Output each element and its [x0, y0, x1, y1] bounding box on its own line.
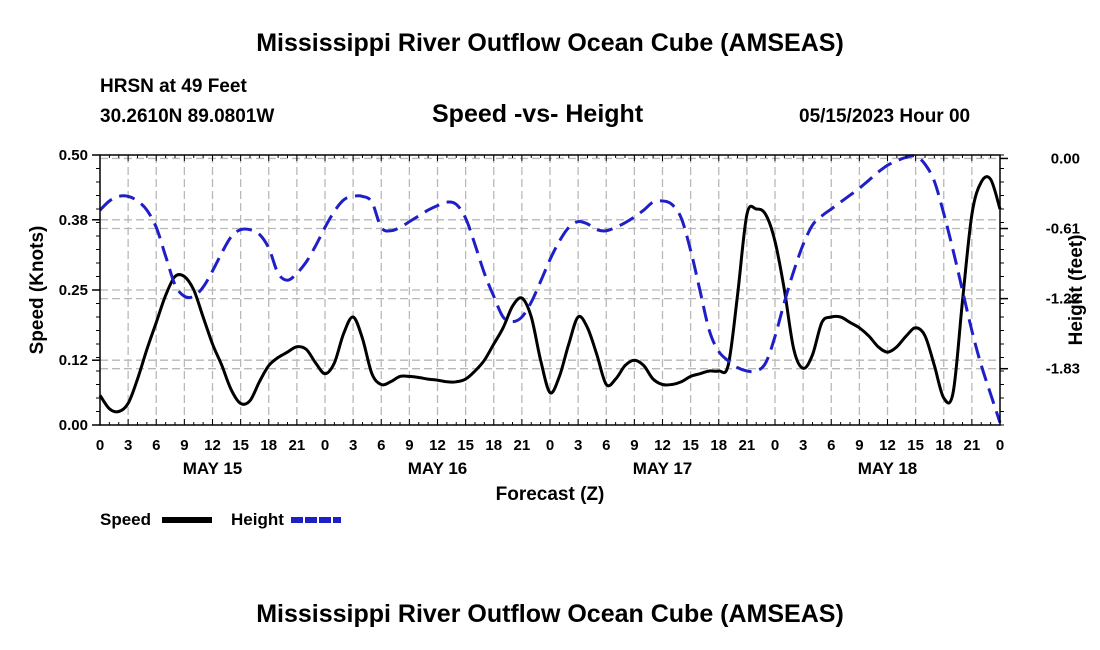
x-tick-label: 12 — [204, 437, 221, 454]
axis-layer — [92, 154, 1008, 426]
x-tick-label: 0 — [546, 437, 554, 454]
x-axis-title: Forecast (Z) — [496, 484, 605, 505]
forecast-datetime: 05/15/2023 Hour 00 — [799, 106, 971, 127]
x-tick-label: 3 — [574, 437, 582, 454]
x-tick-label: 21 — [739, 437, 756, 454]
x-tick-label: 3 — [124, 437, 132, 454]
x-tick-label: 15 — [232, 437, 249, 454]
y-tick-label: 0.50 — [59, 147, 88, 164]
legend-speed-swatch — [162, 517, 212, 523]
y2-tick-label: -0.61 — [1046, 221, 1080, 238]
footer-title: Mississippi River Outflow Ocean Cube (AM… — [256, 600, 844, 628]
x-day-label: MAY 18 — [858, 459, 918, 478]
y2-axis-title: Height (feet) — [1066, 235, 1087, 346]
legend-height-label: Height — [231, 510, 284, 529]
y2-tick-label: -1.22 — [1046, 291, 1080, 308]
x-tick-label: 9 — [630, 437, 638, 454]
legend-speed-label: Speed — [100, 510, 152, 529]
chart-main-title: Mississippi River Outflow Ocean Cube (AM… — [256, 29, 844, 57]
x-tick-label: 6 — [152, 437, 160, 454]
x-tick-label: 0 — [321, 437, 329, 454]
x-day-label: MAY 16 — [408, 459, 468, 478]
x-day-label: MAY 17 — [633, 459, 693, 478]
x-tick-label: 6 — [377, 437, 385, 454]
x-tick-label: 9 — [405, 437, 413, 454]
y-axis-title: Speed (Knots) — [27, 226, 48, 355]
x-tick-label: 21 — [289, 437, 306, 454]
label-layer: 0 3 6 9 12 15 18 21 0 3 6 9 12 15 18 21 0 3 6 9 12 15 18 21 0 3 6 9… — [27, 147, 1087, 505]
x-tick-label: 0 — [771, 437, 779, 454]
x-tick-label: 18 — [485, 437, 502, 454]
grid-layer — [100, 155, 1000, 425]
y-tick-label: 0.38 — [59, 212, 88, 229]
chart-subtitle: Speed -vs- Height — [432, 100, 644, 128]
x-tick-label: 21 — [514, 437, 531, 454]
legend-height: Height — [231, 510, 284, 530]
station-coordinates: 30.2610N 89.0801W — [100, 106, 275, 127]
series-line-height — [98, 154, 1002, 424]
x-tick-label: 9 — [180, 437, 188, 454]
x-tick-label: 0 — [96, 437, 104, 454]
y2-tick-label: -1.83 — [1046, 361, 1080, 378]
x-tick-label: 12 — [654, 437, 671, 454]
x-tick-label: 3 — [799, 437, 807, 454]
legend: Speed — [100, 510, 151, 530]
y-tick-label: 0.00 — [59, 417, 88, 434]
x-tick-label: 9 — [855, 437, 863, 454]
y-tick-label: 0.12 — [59, 352, 88, 369]
x-tick-label: 18 — [710, 437, 727, 454]
x-tick-label: 3 — [349, 437, 357, 454]
y-tick-label: 0.25 — [59, 282, 88, 299]
series-layer — [98, 154, 1002, 424]
x-tick-label: 0 — [996, 437, 1004, 454]
x-day-label: MAY 15 — [183, 459, 243, 478]
x-tick-label: 18 — [260, 437, 277, 454]
x-tick-label: 6 — [602, 437, 610, 454]
x-tick-label: 12 — [879, 437, 896, 454]
x-tick-label: 12 — [429, 437, 446, 454]
legend-height-swatch — [291, 517, 341, 523]
series-line-speed — [98, 175, 1002, 414]
x-tick-label: 21 — [964, 437, 981, 454]
x-tick-label: 15 — [682, 437, 699, 454]
y2-tick-label: 0.00 — [1051, 150, 1080, 167]
x-tick-label: 6 — [827, 437, 835, 454]
x-tick-label: 15 — [907, 437, 924, 454]
station-name: HRSN at 49 Feet — [100, 76, 247, 97]
x-tick-label: 15 — [457, 437, 474, 454]
x-tick-label: 18 — [935, 437, 952, 454]
